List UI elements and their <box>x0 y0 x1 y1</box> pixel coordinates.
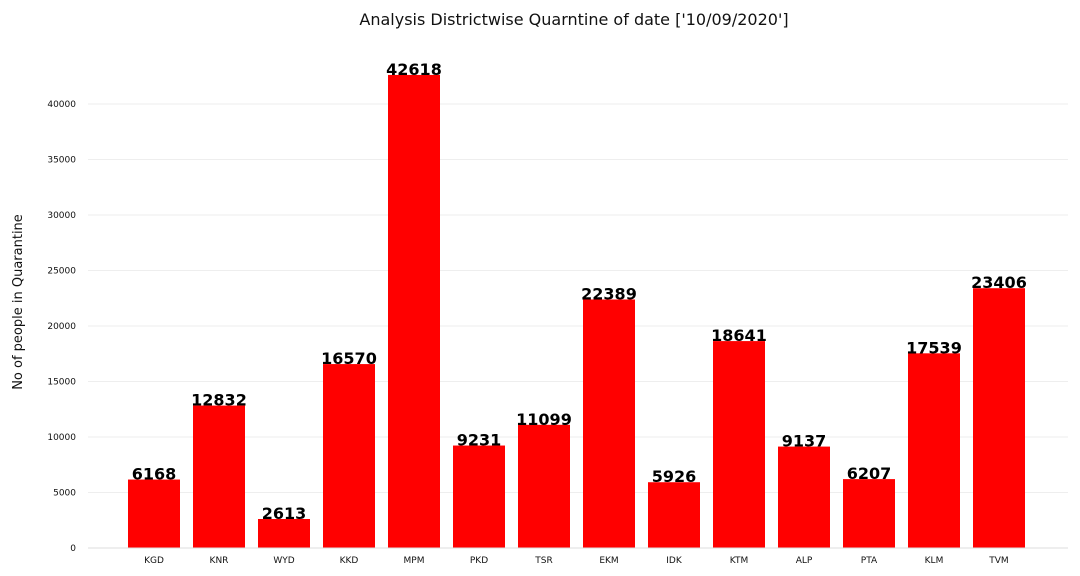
x-tick-label-pkd: PKD <box>470 556 488 566</box>
x-tick-label-kgd: KGD <box>144 556 164 566</box>
data-label-klm: 17539 <box>906 338 962 357</box>
bars <box>128 74 1025 549</box>
data-label-pta: 6207 <box>847 464 892 483</box>
y-axis-label: No of people in Quarantine <box>11 214 26 390</box>
bar-pta <box>843 479 895 548</box>
data-label-kkd: 16570 <box>321 349 377 368</box>
x-tick-label-alp: ALP <box>796 556 813 566</box>
data-label-tsr: 11099 <box>516 410 572 429</box>
bar-wyd <box>258 518 310 548</box>
bar-knr <box>193 405 245 548</box>
x-tick-label-mpm: MPM <box>404 556 425 566</box>
data-label-knr: 12832 <box>191 391 247 410</box>
y-tick-label: 25000 <box>47 267 76 277</box>
bar-kkd <box>323 364 375 548</box>
x-tick-label-knr: KNR <box>210 556 229 566</box>
y-tick-label: 0 <box>70 544 76 554</box>
bar-mpm <box>388 74 440 549</box>
bar-alp <box>778 446 830 548</box>
data-label-kgd: 6168 <box>132 465 177 484</box>
x-tick-label-wyd: WYD <box>273 556 294 566</box>
bar-tsr <box>518 424 570 548</box>
y-axis-ticks: 0 5000 10000 15000 20000 25000 30000 35000 40000 <box>47 100 76 554</box>
x-tick-label-ekm: EKM <box>599 556 618 566</box>
bar-tvm <box>973 288 1025 548</box>
bar-ekm <box>583 299 635 548</box>
y-tick-label: 35000 <box>47 156 76 166</box>
data-labels: 6168 12832 2613 16570 42618 9231 11099 22389 592… <box>132 60 1027 523</box>
y-tick-label: 10000 <box>47 433 76 443</box>
bar-klm <box>908 353 960 548</box>
data-label-ekm: 22389 <box>581 284 637 303</box>
x-tick-label-klm: KLM <box>925 556 944 566</box>
x-tick-label-kkd: KKD <box>340 556 359 566</box>
y-tick-label: 30000 <box>47 211 76 221</box>
data-label-ktm: 18641 <box>711 326 767 345</box>
x-axis-ticks: KGD KNR WYD KKD MPM PKD TSR EKM IDK KTM ALP PTA KLM T… <box>144 556 1009 566</box>
data-label-wyd: 2613 <box>262 504 307 523</box>
y-tick-label: 15000 <box>47 378 76 388</box>
bar-ktm <box>713 341 765 548</box>
bar-idk <box>648 482 700 548</box>
y-tick-label: 5000 <box>53 489 76 499</box>
y-tick-label: 20000 <box>47 322 76 332</box>
data-label-alp: 9137 <box>782 432 827 451</box>
x-tick-label-tsr: TSR <box>534 556 552 566</box>
data-label-idk: 5926 <box>652 467 697 486</box>
bar-kgd <box>128 479 180 548</box>
x-tick-label-tvm: TVM <box>988 556 1008 566</box>
x-tick-label-pta: PTA <box>861 556 878 566</box>
gridlines <box>88 103 1068 493</box>
x-tick-label-idk: IDK <box>666 556 683 566</box>
data-label-pkd: 9231 <box>457 431 502 450</box>
chart-title: Analysis Districtwise Quarntine of date … <box>359 10 788 29</box>
bar-pkd <box>453 445 505 548</box>
x-tick-label-ktm: KTM <box>730 556 748 566</box>
data-label-mpm: 42618 <box>386 60 442 79</box>
data-label-tvm: 23406 <box>971 273 1027 292</box>
y-tick-label: 40000 <box>47 100 76 110</box>
